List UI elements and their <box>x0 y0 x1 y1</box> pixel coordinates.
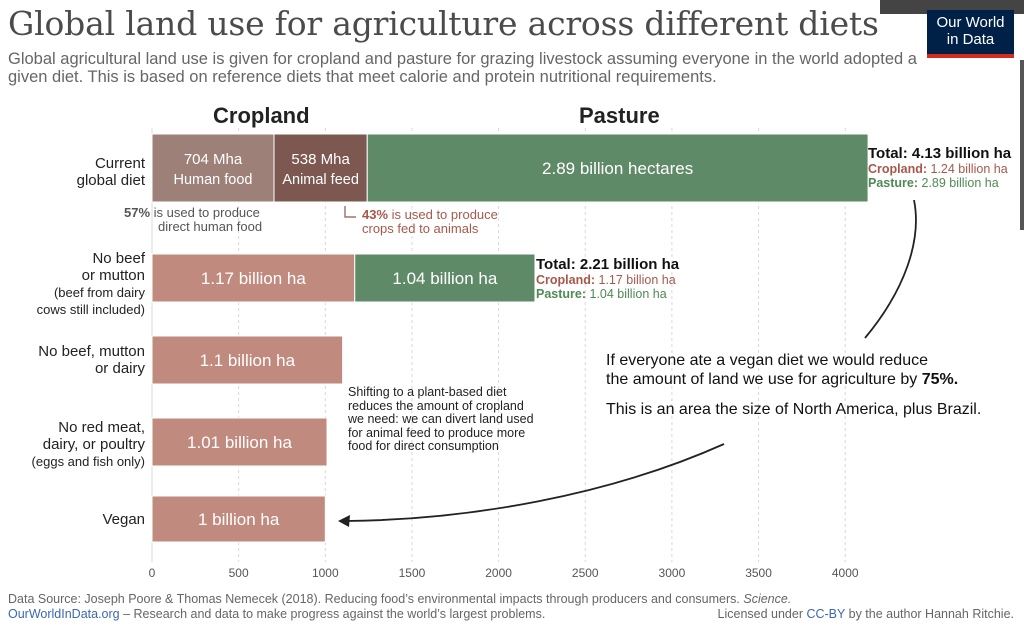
bar-cropland <box>151 495 326 543</box>
row-label-line: Vegan <box>102 511 145 528</box>
callout-text: This is an area the size of North Americ… <box>606 401 982 418</box>
row-label-note: cows still included) <box>36 302 145 317</box>
source-text: Data Source: Joseph Poore & Thomas Nemec… <box>8 592 744 606</box>
source-note: Data Source: Joseph Poore & Thomas Nemec… <box>8 592 791 606</box>
x-tick-label: 2500 <box>572 566 599 580</box>
bar-value-label: 704 Mha <box>184 151 243 168</box>
total-value: 1.24 billion ha <box>927 162 1008 176</box>
row-label-eggs-fish: No red meat, dairy, or poultry (eggs and… <box>32 419 145 470</box>
row-label-line: Current <box>94 155 145 172</box>
bar-value-label: 1 billion ha <box>198 510 280 529</box>
row-label-line: or mutton <box>81 267 145 284</box>
row-label-line: No beef, mutton <box>38 343 145 360</box>
edge-strip <box>1020 60 1024 230</box>
total-title: Total: 2.21 billion ha <box>536 256 680 273</box>
bar-pasture <box>366 133 869 203</box>
x-tick-label: 1000 <box>312 566 339 580</box>
total-value: 2.89 billion ha <box>918 176 999 190</box>
arrow-callout-to-vegan <box>344 443 725 522</box>
x-tick-label: 1500 <box>399 566 426 580</box>
total-value: 1.17 billion ha <box>595 273 676 287</box>
license-text: by the author Hannah Ritchie. <box>845 607 1014 621</box>
site-link[interactable]: OurWorldInData.org <box>8 607 120 621</box>
bar-pasture <box>354 253 536 303</box>
bar-value-label: 1.04 billion ha <box>392 269 497 288</box>
human-food-pct: 57% <box>124 205 151 220</box>
row-label-line: No beef <box>92 250 145 267</box>
row-label-current: Current global diet <box>77 155 145 189</box>
bar-cropland <box>151 417 328 467</box>
callout-text: If everyone ate a vegan diet we would re… <box>606 352 928 369</box>
total-no-beef: Total: 2.21 billion ha Cropland: 1.17 bi… <box>536 256 679 301</box>
row-label-note: (eggs and fish only) <box>31 454 145 469</box>
total-key: Cropland: <box>868 162 928 176</box>
total-key: Cropland: <box>536 273 596 287</box>
cropland-section-header: Cropland <box>213 103 310 128</box>
license-link[interactable]: CC-BY <box>806 607 846 621</box>
callout-pct: 75%. <box>921 371 959 388</box>
note-text: is used to produce <box>388 207 498 222</box>
total-current: Total: 4.13 billion ha Cropland: 1.24 bi… <box>868 145 1011 190</box>
shift-note: Shifting to a plant-based diet reduces t… <box>348 385 534 453</box>
bar-human-food <box>151 133 275 203</box>
bar-name-label: Human food <box>174 172 253 188</box>
note-text: crops fed to animals <box>362 221 479 236</box>
row-label-line: or dairy <box>94 360 145 377</box>
owid-logo[interactable]: Our World in Data <box>927 10 1014 58</box>
total-key: Pasture: <box>868 176 919 190</box>
x-tick-label: 0 <box>149 566 156 580</box>
source-journal: Science. <box>743 592 792 606</box>
total-key: Pasture: <box>536 287 587 301</box>
note-text: is used to produce <box>150 205 260 220</box>
x-tick-label: 500 <box>229 566 249 580</box>
x-tick-label: 3000 <box>659 566 686 580</box>
bar-name-label: Animal feed <box>282 172 359 188</box>
logo-line-1: Our World <box>936 14 1005 31</box>
row-label-no-beef: No beef or mutton (beef from dairy cows … <box>37 250 145 318</box>
vegan-callout: If everyone ate a vegan diet we would re… <box>606 351 981 430</box>
feed-note-bracket <box>344 206 356 218</box>
arrowhead-vegan <box>338 515 350 527</box>
license-text: Licensed under <box>717 607 807 621</box>
bar-animal-feed <box>273 133 368 203</box>
human-food-note: 57% is used to produce direct human food <box>124 206 262 234</box>
chart-title: Global land use for agriculture across d… <box>8 4 879 43</box>
total-value: 1.04 billion ha <box>586 287 667 301</box>
total-title: Total: 4.13 billion ha <box>868 145 1012 162</box>
note-text: direct human food <box>158 219 263 234</box>
row-label-no-dairy: No beef, mutton or dairy <box>38 343 145 377</box>
x-tick-label: 4000 <box>832 566 859 580</box>
arrow-current-to-callout <box>864 199 917 339</box>
chart-subtitle: Global agricultural land use is given fo… <box>8 50 917 86</box>
bar-value-label: 1.1 billion ha <box>200 351 296 370</box>
bar-value-label: 1.17 billion ha <box>201 269 306 288</box>
bar-value-label: 538 Mha <box>291 151 350 168</box>
row-label-line: global diet <box>76 172 145 189</box>
bar-value-label: 1.01 billion ha <box>187 433 292 452</box>
x-tick-label: 3500 <box>745 566 772 580</box>
animal-feed-note: 43% is used to produce crops fed to anim… <box>362 208 498 236</box>
row-label-line: dairy, or poultry <box>42 436 145 453</box>
pasture-section-header: Pasture <box>579 103 660 128</box>
site-note: OurWorldInData.org – Research and data t… <box>8 607 545 621</box>
row-label-vegan: Vegan <box>102 511 145 528</box>
site-desc: – Research and data to make progress aga… <box>119 607 546 621</box>
row-label-note: (beef from dairy <box>53 285 145 300</box>
bar-value-label: 2.89 billion hectares <box>542 159 693 178</box>
callout-text: the amount of land we use for agricultur… <box>606 371 922 388</box>
bar-cropland <box>151 335 344 385</box>
x-tick-label: 2000 <box>485 566 512 580</box>
animal-feed-pct: 43% <box>362 207 389 222</box>
logo-line-2: in Data <box>946 31 995 48</box>
row-label-line: No red meat, <box>58 419 145 436</box>
license-note: Licensed under CC-BY by the author Hanna… <box>718 607 1014 621</box>
